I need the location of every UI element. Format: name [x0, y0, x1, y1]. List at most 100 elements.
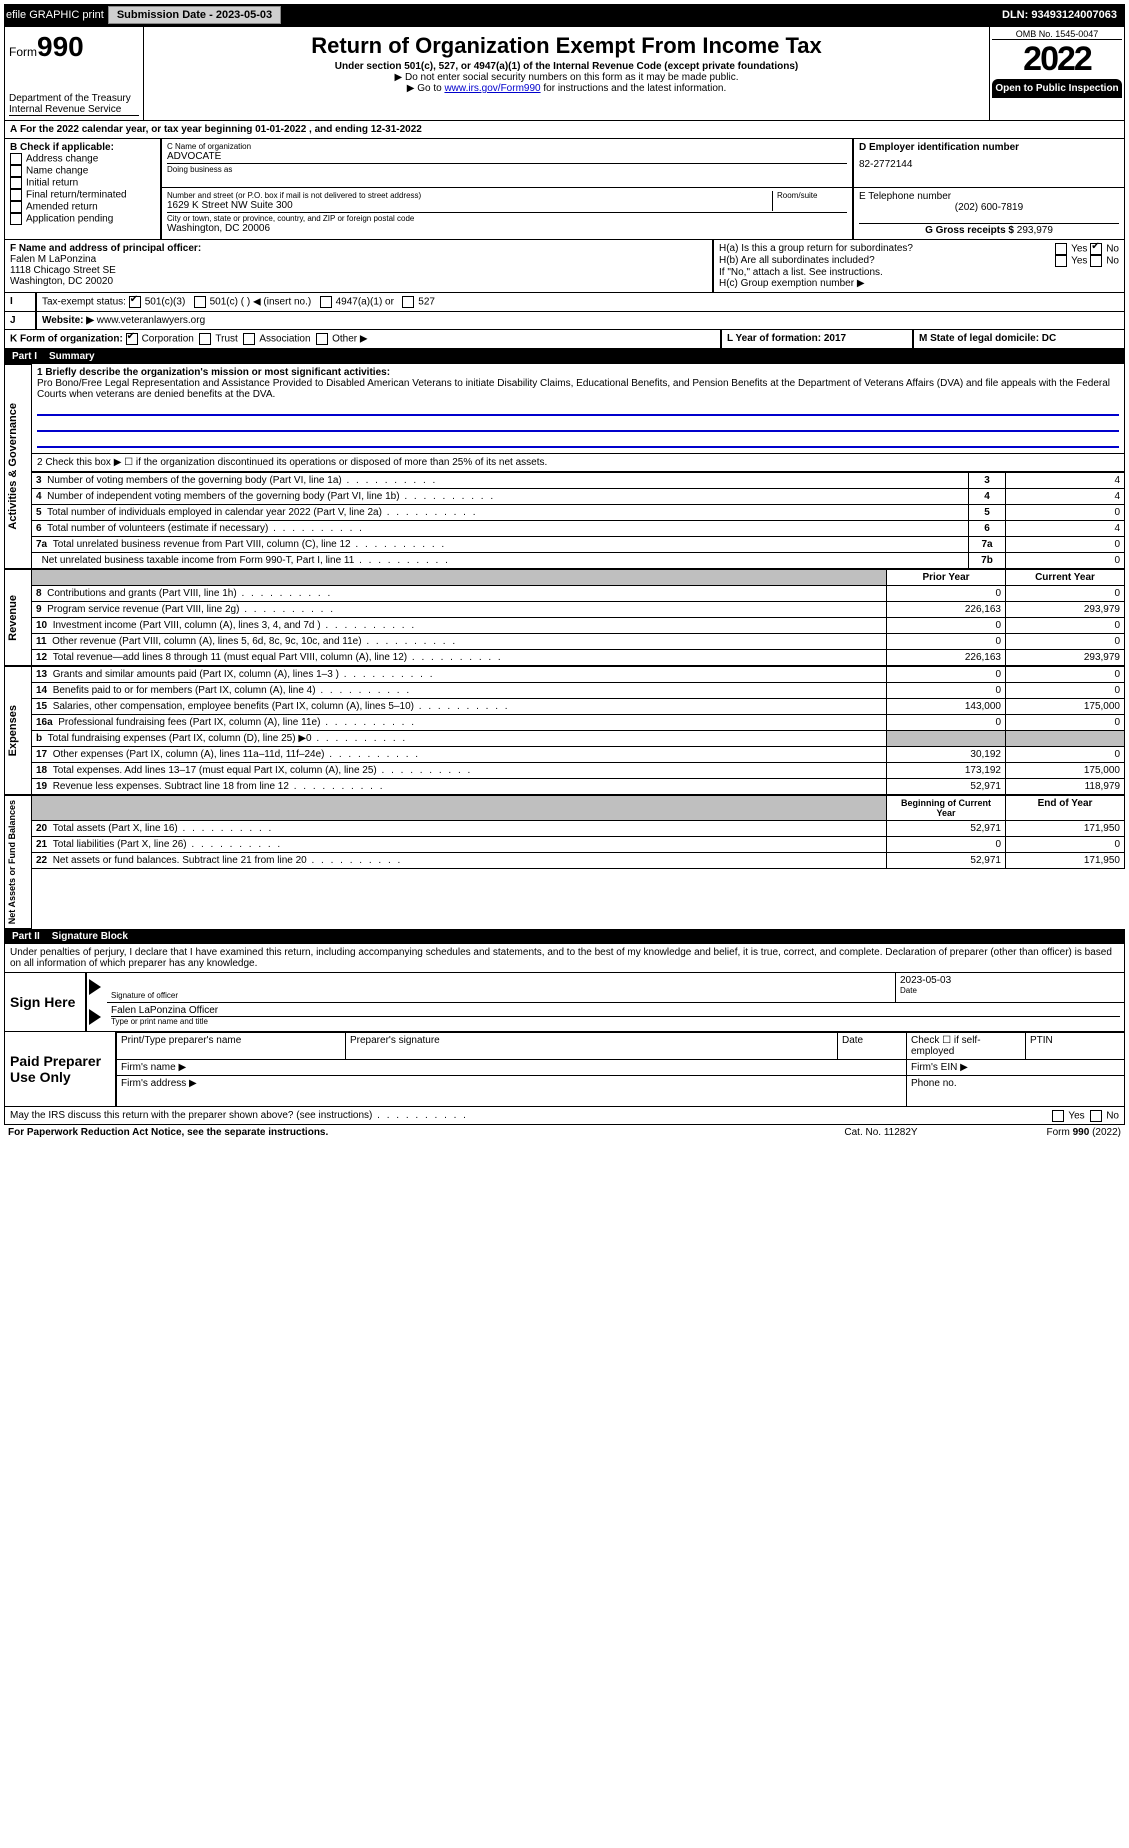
org-name-label: C Name of organization: [167, 142, 847, 151]
ssn-note: ▶ Do not enter social security numbers o…: [150, 72, 983, 83]
checkbox-ha-no[interactable]: [1090, 243, 1102, 255]
checkbox-discuss-no[interactable]: [1090, 1110, 1102, 1122]
line-a-tax-year: A For the 2022 calendar year, or tax yea…: [4, 121, 1125, 139]
sig-officer-label: Signature of officer: [111, 991, 891, 1000]
irs-link[interactable]: www.irs.gov/Form990: [444, 83, 540, 94]
side-label-governance: Activities & Governance: [5, 399, 21, 534]
section-b-checkboxes: B Check if applicable: Address change Na…: [4, 139, 161, 240]
firm-addr-label: Firm's address ▶: [117, 1076, 907, 1107]
checkbox-trust[interactable]: [199, 333, 211, 345]
city-value: Washington, DC 20006: [167, 223, 847, 234]
checkbox-association[interactable]: [243, 333, 255, 345]
tax-year: 2022: [992, 40, 1122, 79]
q1-text: Pro Bono/Free Legal Representation and A…: [37, 378, 1110, 400]
ein-value: 82-2772144: [859, 159, 1119, 170]
irs-label: Internal Revenue Service: [9, 104, 139, 116]
cat-no: Cat. No. 11282Y: [801, 1127, 961, 1138]
year-formation: L Year of formation: 2017: [727, 333, 846, 344]
hb-note: If "No," attach a list. See instructions…: [719, 267, 1119, 278]
street-label: Number and street (or P.O. box if mail i…: [167, 191, 772, 200]
pt-date-label: Date: [838, 1033, 907, 1060]
checkbox-501c[interactable]: [194, 296, 206, 308]
sig-date-label: Date: [900, 986, 1120, 995]
checkbox-4947[interactable]: [320, 296, 332, 308]
type-print-label: Type or print name and title: [111, 1017, 1120, 1026]
paperwork-notice: For Paperwork Reduction Act Notice, see …: [8, 1127, 801, 1138]
governance-table: 3 Number of voting members of the govern…: [32, 472, 1125, 569]
part1-band: Part I Summary: [4, 349, 1125, 364]
open-inspection-badge: Open to Public Inspection: [992, 79, 1122, 98]
sign-here-label: Sign Here: [4, 973, 86, 1032]
side-label-expenses: Expenses: [5, 701, 21, 760]
paid-preparer-label: Paid Preparer Use Only: [4, 1032, 116, 1107]
discuss-row: May the IRS discuss this return with the…: [4, 1107, 1125, 1125]
checkbox-initial-return[interactable]: [10, 177, 22, 189]
ein-label: D Employer identification number: [859, 142, 1119, 153]
tax-exempt-label: Tax-exempt status:: [42, 297, 126, 308]
pt-check-label: Check ☐ if self-employed: [907, 1033, 1026, 1060]
goto-note: ▶ Go to www.irs.gov/Form990 for instruct…: [150, 83, 983, 94]
form-org-label: K Form of organization:: [10, 334, 123, 345]
line-j-marker: J: [4, 312, 36, 330]
efile-label: efile GRAPHIC print: [6, 9, 104, 21]
ptin-label: PTIN: [1026, 1033, 1125, 1060]
hc-label: H(c) Group exemption number ▶: [719, 278, 1119, 289]
checkbox-name-change[interactable]: [10, 165, 22, 177]
officer-label: F Name and address of principal officer:: [10, 243, 201, 254]
phone-label: E Telephone number: [859, 191, 1119, 202]
checkbox-amended-return[interactable]: [10, 201, 22, 213]
side-label-net-assets: Net Assets or Fund Balances: [5, 796, 19, 928]
org-name: ADVOCATE: [167, 151, 847, 162]
line-i-marker: I: [4, 293, 36, 312]
state-domicile: M State of legal domicile: DC: [919, 333, 1056, 344]
checkbox-ha-yes[interactable]: [1055, 243, 1067, 255]
checkbox-address-change[interactable]: [10, 153, 22, 165]
net-assets-table: Beginning of Current Year End of Year 20…: [32, 795, 1125, 869]
checkbox-hb-yes[interactable]: [1055, 255, 1067, 267]
checkbox-other[interactable]: [316, 333, 328, 345]
form-header: Form990 Department of the Treasury Inter…: [4, 26, 1125, 121]
omb-number: OMB No. 1545-0047: [992, 29, 1122, 40]
firm-ein-label: Firm's EIN ▶: [907, 1060, 1125, 1076]
expenses-table: 13 Grants and similar amounts paid (Part…: [32, 666, 1125, 795]
sig-date-value: 2023-05-03: [900, 975, 1120, 986]
firm-phone-label: Phone no.: [907, 1076, 1125, 1107]
revenue-table: Prior Year Current Year 8 Contributions …: [32, 569, 1125, 666]
officer-addr1: 1118 Chicago Street SE: [10, 265, 116, 276]
dln-label: DLN: 93493124007063: [1002, 9, 1123, 21]
room-suite-label: Room/suite: [777, 191, 847, 200]
form-footer: Form 990 (2022): [961, 1127, 1121, 1138]
website-value: www.veteranlawyers.org: [97, 315, 205, 326]
website-label: Website: ▶: [42, 315, 94, 326]
penalty-text: Under penalties of perjury, I declare th…: [4, 944, 1125, 973]
checkbox-corporation[interactable]: [126, 333, 138, 345]
pt-name-label: Print/Type preparer's name: [117, 1033, 346, 1060]
gross-receipts-label: G Gross receipts $: [925, 225, 1014, 236]
checkbox-application-pending[interactable]: [10, 213, 22, 225]
officer-name: Falen M LaPonzina: [10, 254, 96, 265]
officer-addr2: Washington, DC 20020: [10, 276, 113, 287]
q1-label: 1 Briefly describe the organization's mi…: [37, 367, 390, 378]
efile-topbar: efile GRAPHIC print Submission Date - 20…: [4, 4, 1125, 26]
checkbox-discuss-yes[interactable]: [1052, 1110, 1064, 1122]
street-value: 1629 K Street NW Suite 300: [167, 200, 772, 211]
checkbox-527[interactable]: [402, 296, 414, 308]
ha-label: H(a) Is this a group return for subordin…: [719, 243, 1055, 255]
checkbox-hb-no[interactable]: [1090, 255, 1102, 267]
signature-arrow-icon-2: [89, 1009, 101, 1025]
form-subtitle: Under section 501(c), 527, or 4947(a)(1)…: [150, 61, 983, 72]
checkbox-501c3[interactable]: [129, 296, 141, 308]
phone-value: (202) 600-7819: [859, 202, 1119, 213]
submission-date-button[interactable]: Submission Date - 2023-05-03: [108, 6, 281, 24]
pt-sig-label: Preparer's signature: [346, 1033, 838, 1060]
dba-label: Doing business as: [167, 165, 847, 174]
preparer-table: Print/Type preparer's name Preparer's si…: [116, 1032, 1125, 1107]
officer-name-title: Falen LaPonzina Officer: [111, 1005, 1120, 1017]
checkbox-final-return[interactable]: [10, 189, 22, 201]
city-label: City or town, state or province, country…: [167, 214, 847, 223]
form-number: Form990: [9, 31, 139, 63]
dept-treasury: Department of the Treasury: [9, 93, 139, 104]
gross-receipts-value: 293,979: [1017, 225, 1053, 236]
side-label-revenue: Revenue: [5, 591, 21, 645]
hb-label: H(b) Are all subordinates included?: [719, 255, 1055, 267]
